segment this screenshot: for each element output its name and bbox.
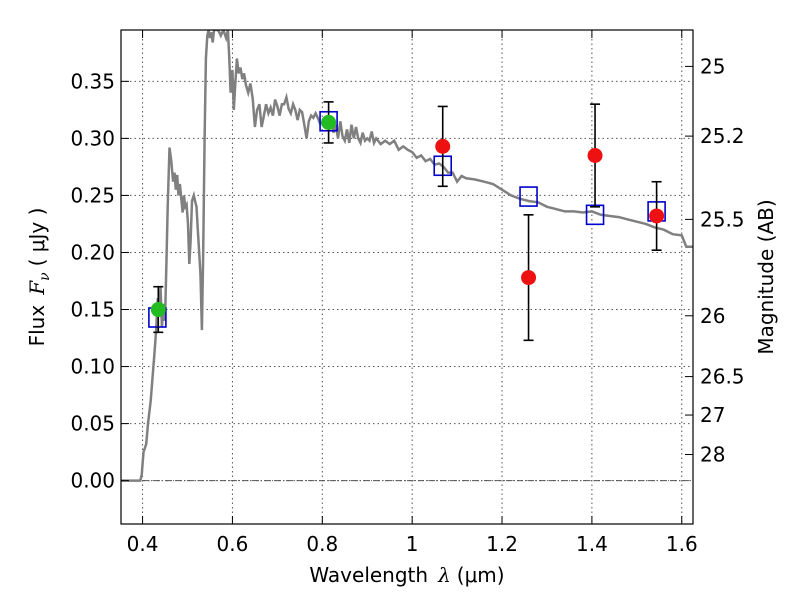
x-tick-label: 0.4 bbox=[127, 532, 159, 556]
grid-lines bbox=[121, 30, 693, 524]
x-tick-label: 1.4 bbox=[576, 532, 608, 556]
x-axis-title: Wavelength λ (μm) bbox=[309, 563, 504, 587]
right-tick-label: 26 bbox=[700, 304, 725, 328]
model-photometry-square bbox=[519, 186, 538, 207]
y-tick-label: 0.20 bbox=[70, 240, 115, 264]
y-tick-label: 0.10 bbox=[70, 355, 115, 379]
axis-ticks bbox=[121, 30, 693, 524]
y-tick-labels: 0.00 0.05 0.10 0.15 0.20 0.25 0.30 0.35 bbox=[70, 69, 115, 492]
y-tick-label: 0.30 bbox=[70, 126, 115, 150]
right-tick-label: 25.2 bbox=[700, 124, 745, 148]
data-point bbox=[521, 270, 537, 286]
x-tick-label: 1 bbox=[406, 532, 419, 556]
right-axis-title: Magnitude (AB) bbox=[754, 199, 778, 354]
y-axis-title: FluxFν( μJy ) bbox=[25, 208, 53, 347]
model-spectrum-line bbox=[121, 30, 693, 482]
y-tick-label: 0.25 bbox=[70, 183, 115, 207]
data-point bbox=[150, 302, 166, 318]
plot-frame bbox=[120, 29, 694, 525]
x-tick-label: 0.6 bbox=[217, 532, 249, 556]
y-tick-label: 0.15 bbox=[70, 298, 115, 322]
x-tick-label: 1.2 bbox=[486, 532, 518, 556]
y-tick-label: 0.00 bbox=[70, 469, 115, 493]
right-magnitude-tick-labels: 25 25.2 25.5 26 26.5 27 28 bbox=[700, 54, 745, 466]
data-point bbox=[435, 138, 451, 154]
observed-photometry-points bbox=[150, 114, 665, 318]
data-point bbox=[321, 114, 337, 130]
right-tick-label: 25.5 bbox=[700, 207, 745, 231]
data-point bbox=[649, 208, 665, 224]
y-tick-label: 0.35 bbox=[70, 69, 115, 93]
right-tick-label: 25 bbox=[700, 54, 725, 78]
right-tick-label: 28 bbox=[700, 443, 725, 467]
x-tick-labels: 0.4 0.6 0.8 1 1.2 1.4 1.6 bbox=[127, 532, 698, 556]
error-bars bbox=[153, 101, 662, 342]
data-point bbox=[587, 147, 603, 163]
right-tick-label: 26.5 bbox=[700, 365, 745, 389]
x-tick-label: 0.8 bbox=[306, 532, 338, 556]
right-tick-label: 27 bbox=[700, 403, 725, 427]
x-tick-label: 1.6 bbox=[666, 532, 698, 556]
model-photometry-squares bbox=[148, 110, 666, 328]
y-tick-label: 0.05 bbox=[70, 412, 115, 436]
